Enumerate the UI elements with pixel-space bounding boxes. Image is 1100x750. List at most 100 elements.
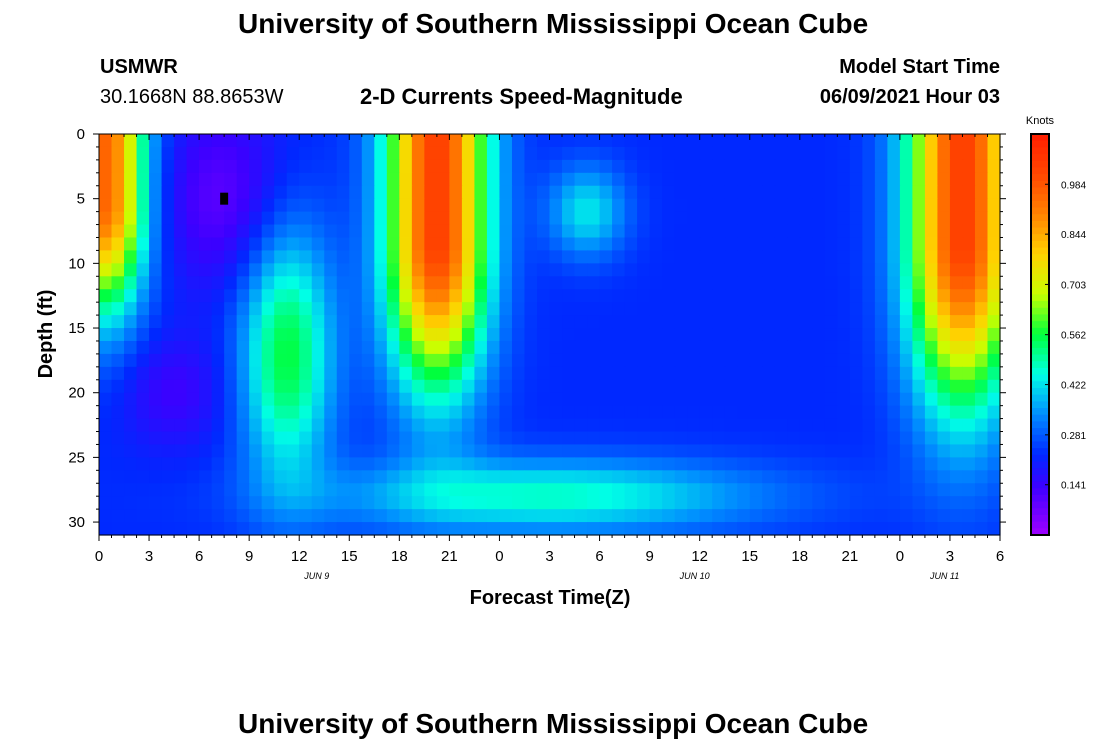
heatmap-cell xyxy=(399,302,413,316)
heatmap-cell xyxy=(687,224,701,239)
heatmap-cell xyxy=(424,496,438,510)
heatmap-cell xyxy=(887,457,901,471)
heatmap-cell xyxy=(662,198,676,213)
heatmap-cell xyxy=(111,418,125,433)
heatmap-cell xyxy=(812,431,826,446)
heatmap-cell xyxy=(687,185,701,200)
heatmap-cell xyxy=(99,405,113,420)
heatmap-cell xyxy=(349,444,363,458)
heatmap-cell xyxy=(299,198,313,213)
heatmap-cell xyxy=(649,483,663,497)
heatmap-cell xyxy=(687,405,701,420)
heatmap-cell xyxy=(924,457,939,471)
heatmap-cell xyxy=(186,276,200,290)
heatmap-cell xyxy=(536,185,551,200)
heatmap-cell xyxy=(649,392,663,407)
heatmap-cell xyxy=(361,444,375,458)
heatmap-cell xyxy=(974,340,989,355)
heatmap-cell xyxy=(674,172,688,187)
heatmap-cell xyxy=(624,522,638,536)
heatmap-cell xyxy=(762,146,776,161)
heatmap-cell xyxy=(899,263,913,277)
heatmap-cell xyxy=(474,457,488,471)
heatmap-cell xyxy=(349,496,363,510)
heatmap-cell xyxy=(687,328,701,342)
heatmap-cell xyxy=(599,496,613,510)
heatmap-cell xyxy=(261,263,275,277)
heatmap-cell xyxy=(311,159,325,174)
heatmap-cell xyxy=(224,483,238,497)
heatmap-cell xyxy=(499,172,513,187)
heatmap-cell xyxy=(349,522,363,536)
heatmap-cell xyxy=(299,250,313,264)
heatmap-cell xyxy=(862,302,876,316)
heatmap-cell xyxy=(849,302,863,316)
heatmap-cell xyxy=(774,328,788,342)
heatmap-cell xyxy=(987,470,1001,484)
heatmap-cell xyxy=(161,237,175,252)
heatmap-cell xyxy=(599,159,613,174)
heatmap-cell xyxy=(774,276,788,290)
heatmap-cell xyxy=(837,315,851,329)
heatmap-cell xyxy=(274,289,288,303)
heatmap-cell xyxy=(974,276,989,290)
heatmap-cell xyxy=(574,444,588,458)
heatmap-cell xyxy=(286,159,300,174)
heatmap-cell xyxy=(211,379,225,394)
heatmap-cell xyxy=(749,392,763,407)
heatmap-cell xyxy=(324,457,338,471)
heatmap-cell xyxy=(599,457,613,471)
heatmap-cell xyxy=(111,405,125,420)
heatmap-cell xyxy=(274,522,288,536)
heatmap-cell xyxy=(837,379,851,394)
heatmap-cell xyxy=(186,483,200,497)
heatmap-cell xyxy=(499,379,513,394)
heatmap-cell xyxy=(236,146,250,161)
heatmap-cell xyxy=(774,509,788,523)
heatmap-cell xyxy=(111,379,125,394)
heatmap-cell xyxy=(136,289,150,303)
heatmap-cell xyxy=(949,340,964,355)
heatmap-cell xyxy=(549,496,563,510)
heatmap-cell xyxy=(436,366,450,381)
heatmap-cell xyxy=(612,134,626,148)
heatmap-cell xyxy=(624,483,638,497)
heatmap-cell xyxy=(924,431,939,446)
heatmap-cell xyxy=(812,405,826,420)
colorbar-segment xyxy=(1031,481,1049,489)
heatmap-cell xyxy=(724,509,738,523)
heatmap-cell xyxy=(837,289,851,303)
heatmap-cell xyxy=(524,263,538,277)
heatmap-cell xyxy=(124,444,138,458)
heatmap-cell xyxy=(461,496,476,510)
heatmap-cell xyxy=(424,470,438,484)
heatmap-cell xyxy=(361,172,375,187)
heatmap-cell xyxy=(486,392,501,407)
heatmap-cell xyxy=(274,172,288,187)
heatmap-cell xyxy=(762,250,776,264)
heatmap-cell xyxy=(937,159,951,174)
heatmap-cell xyxy=(749,340,763,355)
heatmap-cell xyxy=(899,496,913,510)
heatmap-cell xyxy=(411,146,425,161)
heatmap-cell xyxy=(699,418,713,433)
page-title: University of Southern Mississippi Ocean… xyxy=(238,8,869,39)
heatmap-cell xyxy=(987,289,1001,303)
heatmap-cell xyxy=(424,392,438,407)
heatmap-cell xyxy=(449,379,463,394)
heatmap-cell xyxy=(637,457,651,471)
heatmap-cell xyxy=(924,340,939,355)
heatmap-cell xyxy=(286,496,300,510)
heatmap-cell xyxy=(762,134,776,148)
heatmap-cell xyxy=(624,159,638,174)
heatmap-cell xyxy=(249,276,263,290)
heatmap-cell xyxy=(411,509,425,523)
heatmap-cell xyxy=(536,470,551,484)
heatmap-cell xyxy=(737,224,751,239)
heatmap-cell xyxy=(361,457,375,471)
heatmap-cell xyxy=(949,263,964,277)
heatmap-cell xyxy=(136,392,150,407)
heatmap-cell xyxy=(787,366,801,381)
heatmap-cell xyxy=(562,302,576,316)
heatmap-cell xyxy=(524,405,538,420)
